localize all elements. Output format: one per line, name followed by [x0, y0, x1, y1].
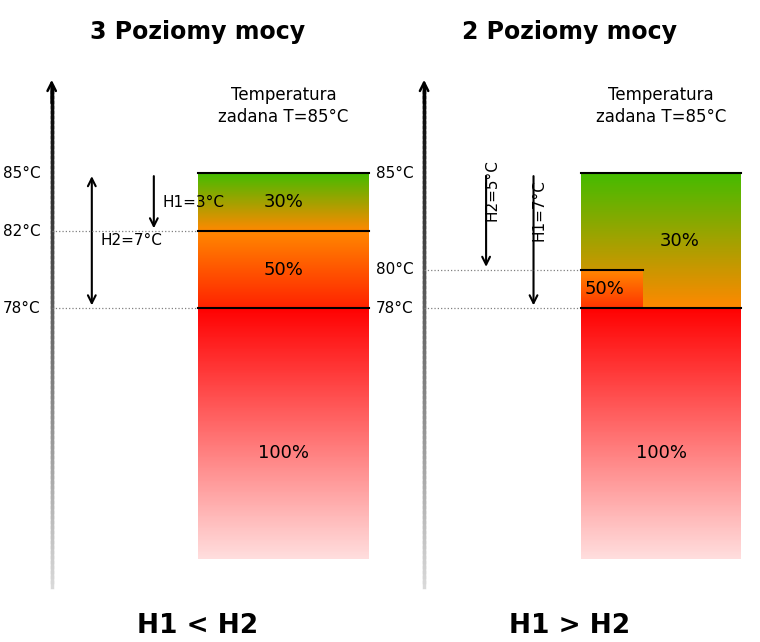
- Text: 3 Poziomy mocy: 3 Poziomy mocy: [90, 20, 306, 44]
- Text: H2=5°C: H2=5°C: [484, 160, 499, 221]
- Text: 80°C: 80°C: [375, 262, 413, 277]
- Text: Temperatura
zadana T=85°C: Temperatura zadana T=85°C: [596, 86, 727, 126]
- Text: H1 > H2: H1 > H2: [509, 613, 631, 639]
- Text: 78°C: 78°C: [375, 300, 413, 316]
- Text: 100%: 100%: [635, 444, 687, 462]
- Text: 30%: 30%: [660, 232, 699, 250]
- Text: H1=3°C: H1=3°C: [163, 195, 225, 210]
- Text: 50%: 50%: [584, 280, 625, 298]
- Text: H1=7°C: H1=7°C: [531, 179, 546, 241]
- Text: 82°C: 82°C: [3, 223, 41, 239]
- Text: 85°C: 85°C: [375, 166, 413, 181]
- Text: Temperatura
zadana T=85°C: Temperatura zadana T=85°C: [218, 86, 349, 126]
- Text: 100%: 100%: [258, 444, 309, 462]
- Text: 78°C: 78°C: [3, 300, 41, 316]
- Text: 30%: 30%: [264, 193, 303, 211]
- Text: H1 < H2: H1 < H2: [137, 613, 258, 639]
- Text: 85°C: 85°C: [3, 166, 41, 181]
- Text: 50%: 50%: [264, 261, 303, 279]
- Text: H2=7°C: H2=7°C: [101, 233, 163, 248]
- Text: 2 Poziomy mocy: 2 Poziomy mocy: [463, 20, 677, 44]
